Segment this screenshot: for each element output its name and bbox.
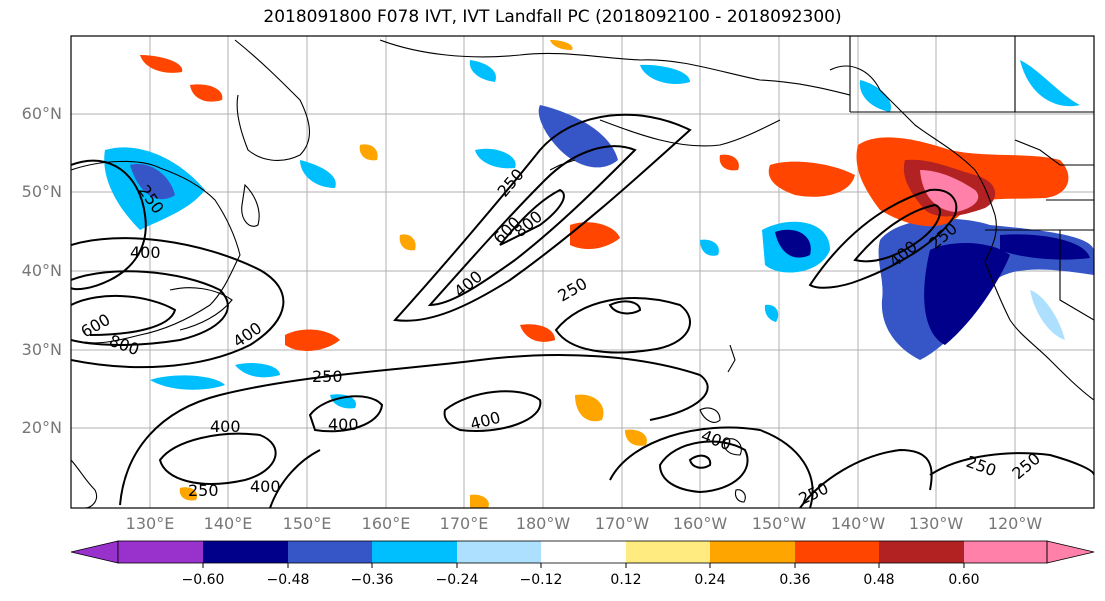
map-frame xyxy=(70,35,1095,509)
contour-label: 600 xyxy=(78,310,114,342)
lat-label: 20°N xyxy=(21,418,62,437)
lon-label: 160°E xyxy=(361,514,411,533)
contour-label: 250 xyxy=(796,478,832,508)
lon-label: 130°E xyxy=(125,514,175,533)
lon-label: 180°W xyxy=(515,514,571,533)
ivt-contours xyxy=(71,113,1094,508)
colorbar-tick-label: −0.12 xyxy=(519,572,563,588)
lon-label: 170°E xyxy=(439,514,489,533)
colorbar-tick-label: 0.48 xyxy=(863,572,895,588)
contour-label: 400 xyxy=(229,318,265,351)
positive-anomaly-shading xyxy=(140,40,1069,508)
colorbar-tick-label: 0.24 xyxy=(694,572,726,588)
contour-label: 250 xyxy=(188,481,219,500)
lat-label: 50°N xyxy=(21,182,62,201)
contour-label: 400 xyxy=(250,477,281,496)
colorbar-left-extension xyxy=(70,540,119,564)
map-title: 2018091800 F078 IVT, IVT Landfall PC (20… xyxy=(263,7,842,27)
colorbar-segment xyxy=(795,541,879,563)
colorbar-segment xyxy=(710,541,795,563)
contour-label: 400 xyxy=(130,243,161,262)
lon-label: 170°W xyxy=(594,514,650,533)
lon-label: 150°W xyxy=(751,514,807,533)
lon-label: 130°W xyxy=(908,514,964,533)
contour-label: 400 xyxy=(328,415,359,434)
colorbar-segment xyxy=(372,541,457,563)
colorbar-segment xyxy=(203,541,288,563)
colorbar-segment xyxy=(879,541,964,563)
colorbar-segment xyxy=(288,541,372,563)
colorbar-segment xyxy=(541,541,626,563)
lat-label: 60°N xyxy=(21,104,62,123)
colorbar-segment xyxy=(118,541,203,563)
lon-label: 120°W xyxy=(987,514,1043,533)
colorbar-tick-label: −0.48 xyxy=(266,572,310,588)
lon-label: 140°E xyxy=(203,514,253,533)
contour-label: 400 xyxy=(699,426,734,454)
colorbar-tick-label: −0.36 xyxy=(350,572,394,588)
lat-label: 40°N xyxy=(21,261,62,280)
contour-label: 800 xyxy=(107,331,142,359)
lat-label: 30°N xyxy=(21,340,62,359)
negative-anomaly-shading xyxy=(104,60,1094,409)
colorbar-tick-label: 0.60 xyxy=(948,572,980,588)
colorbar xyxy=(70,540,1095,568)
contour-label: 800 xyxy=(510,207,546,241)
colorbar-segment xyxy=(964,541,1047,563)
lon-label: 150°E xyxy=(282,514,332,533)
contour-label: 250 xyxy=(964,452,999,480)
colorbar-right-extension xyxy=(1046,540,1095,564)
lon-label: 160°W xyxy=(672,514,728,533)
colorbar-tick-label: −0.24 xyxy=(435,572,479,588)
colorbar-segment xyxy=(626,541,710,563)
map-plot-area: 250 400 600 800 400 250 600 800 400 250 … xyxy=(71,36,1094,508)
coastlines xyxy=(71,36,1094,508)
colorbar-tick-label: 0.12 xyxy=(610,572,642,588)
contour-label: 400 xyxy=(450,267,486,301)
contour-label: 250 xyxy=(555,274,591,306)
contour-label: 400 xyxy=(210,417,241,436)
colorbar-tick-label: −0.60 xyxy=(181,572,225,588)
contour-label: 250 xyxy=(312,367,343,386)
lon-label: 140°W xyxy=(830,514,886,533)
colorbar-tick-label: 0.36 xyxy=(779,572,811,588)
colorbar-segment xyxy=(457,541,541,563)
